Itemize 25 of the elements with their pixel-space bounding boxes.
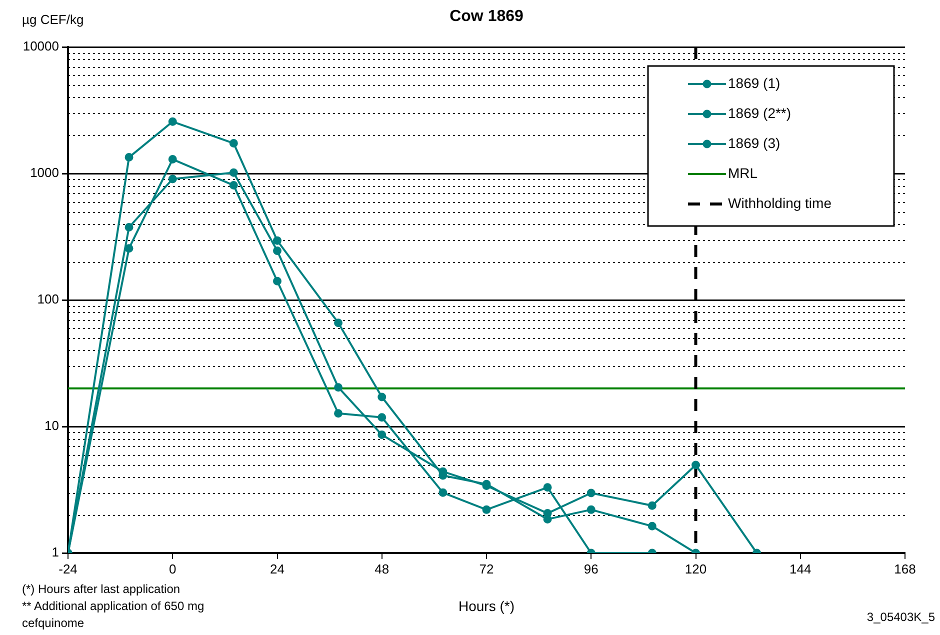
text: ** Additional application of 650 mg cefquinome (22, 598, 206, 632)
ref-line-label: Withholding time (728, 194, 832, 211)
text: 3_05403K_5 (866, 610, 935, 624)
x-tick-label: 72 (479, 561, 494, 576)
legend-label: 1869 (1) (728, 74, 780, 91)
legend-label: 1869 (2**) (728, 104, 792, 121)
x-tick-label: -24 (58, 561, 78, 576)
x-tick-label: 120 (684, 561, 707, 576)
y-tick-label: 1000 (30, 165, 59, 180)
x-tick-label: 48 (374, 561, 390, 576)
x-tick-label: 24 (270, 561, 284, 576)
x-tick-label: 168 (894, 561, 916, 576)
y-tick-label: 1 (52, 544, 59, 560)
text: (*) Hours after last application (22, 582, 180, 596)
legend-label: MRL (728, 164, 758, 181)
y-tick-label: 10 (44, 418, 59, 434)
y-tick-label: 100 (37, 292, 59, 307)
y-tick-label: 10000 (22, 38, 59, 54)
x-axis-title: Hours (*) (458, 598, 515, 614)
chart-title: Cow 1869 (450, 8, 524, 26)
y-axis-title: µg CEF/kg (22, 12, 84, 27)
x-tick-label: 0 (169, 561, 176, 576)
x-tick-label: 144 (790, 561, 812, 576)
legend-label: 1869 (3) (728, 134, 780, 151)
x-tick-label: 96 (584, 561, 598, 576)
